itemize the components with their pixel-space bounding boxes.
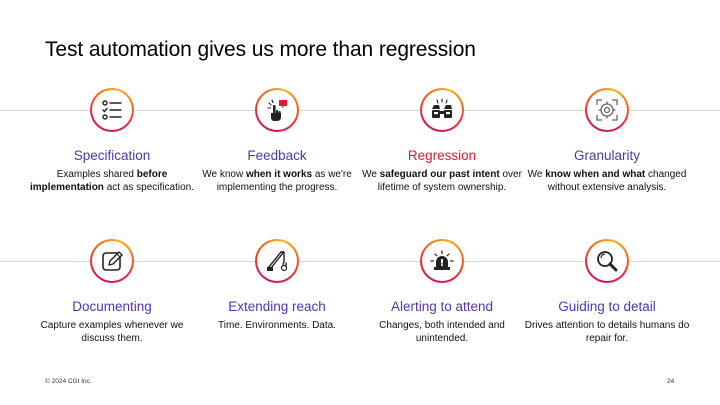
card-heading: Documenting [72, 299, 152, 314]
description-bold-run: before implementation [30, 169, 168, 193]
edit-document-icon [102, 251, 123, 271]
icon-ring [255, 88, 299, 132]
card-feedback: Feedback We know when it works as we're … [191, 88, 363, 194]
slide-title: Test automation gives us more than regre… [45, 38, 476, 61]
card-extending-reach: Extending reach Time. Environments. Data… [191, 239, 363, 333]
binoculars-icon [432, 98, 452, 118]
card-alerting-to-attend: Alerting to attend Changes, both intende… [356, 239, 528, 345]
magnifier-icon [597, 251, 618, 272]
siren-alert-icon [430, 250, 454, 270]
icon-ring [585, 88, 629, 132]
card-heading: Extending reach [228, 299, 326, 314]
card-heading: Alerting to attend [390, 299, 494, 314]
checklist-icon [102, 100, 122, 120]
card-heading: Feedback [247, 148, 307, 163]
description-bold-run: when it works [245, 169, 313, 180]
description-run: We know [202, 169, 246, 180]
crane-hook-icon [267, 251, 288, 272]
icon-ring [255, 239, 299, 283]
description-run: Drives attention to details humans do re… [524, 320, 690, 344]
card-description: We safeguard our past intent over lifeti… [357, 169, 527, 194]
description-bold-run: know when and what [545, 169, 646, 180]
target-focus-icon [596, 99, 618, 121]
description-run: Changes, both intended and unintended. [379, 320, 505, 344]
card-documenting: Documenting Capture examples whenever we… [26, 239, 198, 345]
card-granularity: Granularity We know when and what change… [521, 88, 693, 194]
icon-ring [585, 239, 629, 283]
description-run: We [527, 169, 546, 180]
description-run: We [362, 169, 380, 180]
card-description: Capture examples whenever we discuss the… [27, 320, 197, 345]
icon-ring [420, 239, 464, 283]
card-description: Changes, both intended and unintended. [357, 320, 527, 345]
card-description: We know when it works as we're implement… [192, 169, 362, 194]
description-run: Capture examples whenever we discuss the… [40, 320, 184, 344]
card-description: Drives attention to details humans do re… [522, 320, 692, 345]
description-run: over lifetime of system ownership. [377, 169, 522, 193]
card-specification: Specification Examples shared before imp… [26, 88, 198, 194]
description-run: act as specification. [103, 181, 194, 193]
icon-ring [90, 239, 134, 283]
card-description: We know when and what changed without ex… [522, 169, 692, 194]
row-2-divider [0, 261, 720, 262]
hand-touch-message-icon [267, 99, 287, 121]
card-regression: Regression We safeguard our past intent … [356, 88, 528, 194]
copyright-text: © 2024 CGI Inc. [45, 378, 92, 385]
card-heading: Guiding to detail [558, 299, 656, 314]
card-description: Time. Environments. Data. [192, 320, 362, 333]
card-heading: Regression [407, 148, 477, 163]
card-heading: Granularity [573, 148, 641, 163]
description-run: as we're implementing the progress. [216, 169, 352, 193]
description-run: Examples shared [56, 169, 137, 180]
description-bold-run: safeguard our past intent [379, 169, 500, 180]
row-1-divider [0, 110, 720, 111]
description-run: Time. Environments. Data. [217, 320, 336, 331]
icon-ring [90, 88, 134, 132]
card-guiding-to-detail: Guiding to detail Drives attention to de… [521, 239, 693, 345]
card-description: Examples shared before implementation ac… [27, 169, 197, 194]
page-number: 24 [667, 378, 675, 385]
icon-ring [420, 88, 464, 132]
description-run: changed without extensive analysis. [547, 169, 687, 193]
card-heading: Specification [73, 148, 151, 163]
